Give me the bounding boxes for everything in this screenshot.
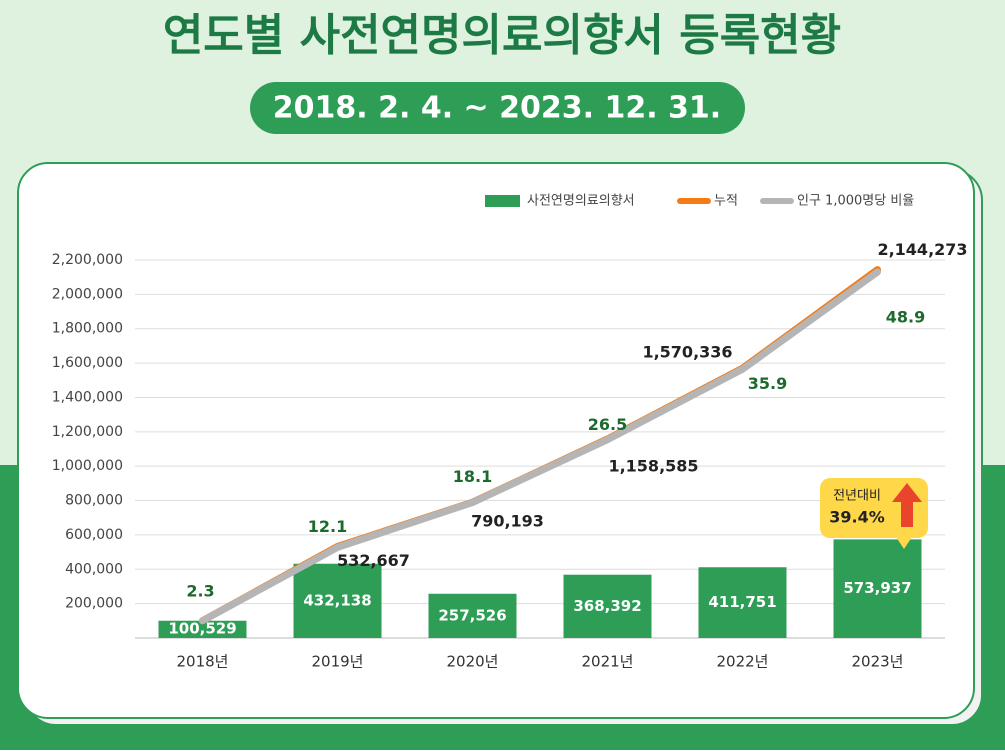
line-value-label: 26.5 xyxy=(588,415,627,434)
line-value-label: 532,667 xyxy=(337,551,410,570)
bar-value-label: 411,751 xyxy=(708,593,776,611)
y-tick-label: 1,200,000 xyxy=(52,424,123,440)
y-tick-label: 1,000,000 xyxy=(52,458,123,474)
legend-label: 누적 xyxy=(714,194,738,209)
bar xyxy=(158,620,247,638)
bar-value-label: 432,138 xyxy=(303,591,371,609)
bar xyxy=(293,563,382,638)
x-tick-label: 2018년 xyxy=(177,653,229,671)
bar xyxy=(698,567,787,638)
x-tick-label: 2021년 xyxy=(582,653,634,671)
legend-swatch xyxy=(485,195,520,207)
legend-label: 인구 1,000명당 비율 xyxy=(797,194,914,209)
annotation-arrow xyxy=(892,483,922,527)
x-tick-label: 2022년 xyxy=(717,653,769,671)
bar-value-label: 100,529 xyxy=(168,620,236,638)
line-value-label: 35.9 xyxy=(748,374,787,393)
legend-label: 사전연명의료의향서 xyxy=(527,194,635,209)
y-tick-label: 600,000 xyxy=(65,527,123,543)
y-tick-label: 2,200,000 xyxy=(52,252,123,268)
subtitle-pill xyxy=(250,82,745,134)
line-value-label: 2,144,273 xyxy=(877,240,967,259)
bar-value-label: 573,937 xyxy=(843,579,911,597)
subtitle: 2018. 2. 4. ~ 2023. 12. 31. xyxy=(273,91,721,126)
annotation-label: 전년대비 xyxy=(833,489,881,504)
line-value-label: 2.3 xyxy=(186,581,214,600)
line-value-label: 1,158,585 xyxy=(608,456,698,475)
bar xyxy=(563,574,652,638)
y-tick-label: 1,400,000 xyxy=(52,389,123,405)
x-tick-label: 2023년 xyxy=(852,653,904,671)
y-tick-label: 200,000 xyxy=(65,596,123,612)
y-tick-label: 1,600,000 xyxy=(52,355,123,371)
bar xyxy=(833,539,922,638)
bar-value-label: 257,526 xyxy=(438,606,506,624)
title: 연도별 사전연명의료의향서 등록현황 xyxy=(163,10,841,61)
line-value-label: 790,193 xyxy=(471,512,544,531)
y-tick-label: 800,000 xyxy=(65,493,123,509)
line-value-label: 48.9 xyxy=(886,307,925,326)
y-tick-label: 1,800,000 xyxy=(52,321,123,337)
x-tick-label: 2020년 xyxy=(447,653,499,671)
line-value-label: 18.1 xyxy=(453,467,492,486)
line xyxy=(199,268,881,625)
line-value-label: 12.1 xyxy=(308,517,347,536)
y-tick-label: 400,000 xyxy=(65,561,123,577)
y-tick-label: 2,000,000 xyxy=(52,286,123,302)
annotation-value: 39.4% xyxy=(829,508,885,527)
annotation-pointer xyxy=(896,537,912,549)
bar xyxy=(428,593,517,638)
line-value-label: 1,570,336 xyxy=(642,343,732,362)
bar-value-label: 368,392 xyxy=(573,597,641,615)
x-tick-label: 2019년 xyxy=(312,653,364,671)
